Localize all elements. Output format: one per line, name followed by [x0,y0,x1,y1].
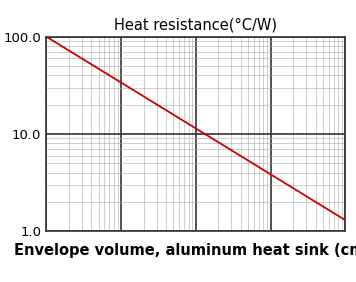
Title: Heat resistance(°C/W): Heat resistance(°C/W) [114,18,277,33]
X-axis label: Envelope volume, aluminum heat sink (cm²): Envelope volume, aluminum heat sink (cm²… [14,243,356,258]
